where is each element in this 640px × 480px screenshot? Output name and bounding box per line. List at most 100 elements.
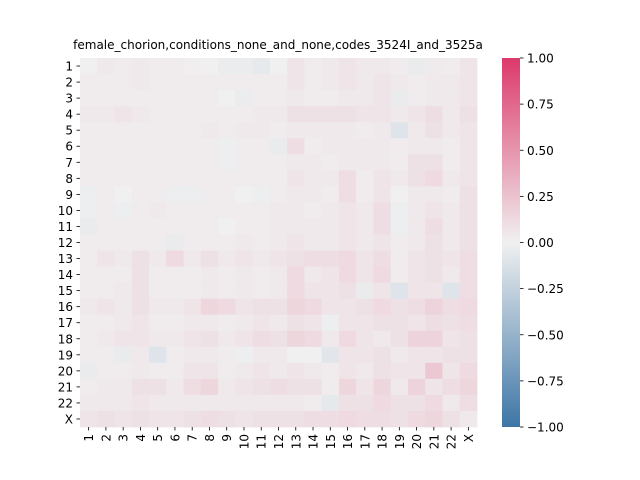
heatmap-cell-4-6 <box>166 106 184 123</box>
y-tick-label: 16 <box>58 300 73 314</box>
heatmap-cell-1-4 <box>131 58 150 75</box>
heatmap-cell-5-10 <box>235 122 254 139</box>
heatmap-cell-15-3 <box>114 282 133 300</box>
y-tick-label: 17 <box>58 316 73 330</box>
heatmap-cell-4-8 <box>200 106 219 123</box>
heatmap-cell-14-5 <box>149 266 167 284</box>
heatmap-cell-13-5 <box>149 250 167 267</box>
heatmap-cell-14-12 <box>269 266 288 284</box>
heatmap-cell-6-12 <box>269 138 288 155</box>
heatmap-cell-4-4 <box>131 106 150 123</box>
heatmap-cell-7-22 <box>442 154 461 171</box>
heatmap-cell-7-21 <box>425 154 443 171</box>
heatmap-cell-19-16 <box>338 346 357 364</box>
heatmap-cell-6-21 <box>425 138 443 155</box>
heatmap-cell-14-17 <box>356 266 374 284</box>
heatmap-cell-15-11 <box>252 282 271 300</box>
heatmap-cell-22-2 <box>97 394 115 412</box>
heatmap-cell-21-1 <box>80 378 98 396</box>
heatmap-cell-17-12 <box>269 314 288 332</box>
heatmap-cell-18-8 <box>200 330 219 348</box>
heatmap-cell-12-10 <box>235 234 254 251</box>
heatmap-cell-13-9 <box>218 250 236 267</box>
heatmap-cell-3-3 <box>114 90 133 107</box>
y-tick-label: 3 <box>65 92 73 106</box>
heatmap-cell-14-18 <box>373 266 392 284</box>
heatmap-cell-1-6 <box>166 58 184 75</box>
heatmap-cell-4-14 <box>304 106 323 123</box>
heatmap-cell-7-2 <box>97 154 115 171</box>
heatmap-cell-14-13 <box>287 266 305 284</box>
heatmap-cell-5-9 <box>218 122 236 139</box>
heatmap-cell-2-1 <box>80 74 98 91</box>
heatmap-cell-18-11 <box>252 330 271 348</box>
heatmap-cell-16-13 <box>287 298 305 316</box>
heatmap-cell-6-16 <box>338 138 357 155</box>
heatmap-cell-8-5 <box>149 170 167 187</box>
x-tick-label: 15 <box>324 434 338 449</box>
heatmap-cell-14-1 <box>80 266 98 284</box>
heatmap-cell-15-13 <box>287 282 305 300</box>
heatmap-cell-7-1 <box>80 154 98 171</box>
y-tick-label: 2 <box>65 76 73 90</box>
heatmap-cell-X-2 <box>97 410 115 428</box>
heatmap-cell-11-16 <box>338 218 357 235</box>
y-tick-label: 11 <box>58 220 73 234</box>
x-tick-label: 10 <box>237 434 251 449</box>
heatmap-cell-12-22 <box>442 234 461 251</box>
heatmap-cell-15-10 <box>235 282 254 300</box>
heatmap-cell-13-3 <box>114 250 133 267</box>
heatmap-cell-22-20 <box>407 394 426 412</box>
heatmap-cell-4-18 <box>373 106 392 123</box>
heatmap-cell-4-10 <box>235 106 254 123</box>
heatmap-cell-5-8 <box>200 122 219 139</box>
heatmap-cell-22-10 <box>235 394 254 412</box>
heatmap-cell-20-12 <box>269 362 288 380</box>
heatmap-cell-13-4 <box>131 250 150 267</box>
heatmap-cell-21-6 <box>166 378 184 396</box>
heatmap-cell-4-19 <box>390 106 409 123</box>
heatmap-cell-X-18 <box>373 410 392 428</box>
heatmap-cell-6-3 <box>114 138 133 155</box>
heatmap-cell-17-21 <box>425 314 443 332</box>
heatmap-cell-18-17 <box>356 330 374 348</box>
heatmap-cell-16-4 <box>131 298 150 316</box>
heatmap-cell-20-17 <box>356 362 374 380</box>
heatmap-cell-10-22 <box>442 202 461 219</box>
heatmap-cell-12-20 <box>407 234 426 251</box>
x-tick-label: 3 <box>117 434 131 442</box>
heatmap-cell-8-11 <box>252 170 271 187</box>
heatmap-cell-16-16 <box>338 298 357 316</box>
heatmap-cell-21-17 <box>356 378 374 396</box>
x-tick-label: 16 <box>341 434 355 449</box>
heatmap-cell-12-18 <box>373 234 392 251</box>
heatmap-cell-20-16 <box>338 362 357 380</box>
heatmap-cell-22-19 <box>390 394 409 412</box>
heatmap-cell-10-8 <box>200 202 219 219</box>
heatmap-cell-9-15 <box>321 186 340 203</box>
heatmap-cell-13-10 <box>235 250 254 267</box>
heatmap-cell-2-3 <box>114 74 133 91</box>
x-tick-label: 22 <box>445 434 459 449</box>
heatmap-cell-10-15 <box>321 202 340 219</box>
heatmap-cell-5-4 <box>131 122 150 139</box>
heatmap-cell-11-6 <box>166 218 184 235</box>
heatmap-cell-22-17 <box>356 394 374 412</box>
heatmap-cell-16-8 <box>200 298 219 316</box>
heatmap-cell-17-15 <box>321 314 340 332</box>
heatmap-cell-18-20 <box>407 330 426 348</box>
heatmap-cell-X-3 <box>114 410 133 428</box>
heatmap-cell-17-5 <box>149 314 167 332</box>
y-tick-label: 18 <box>58 332 73 346</box>
heatmap-cell-4-5 <box>149 106 167 123</box>
heatmap-cell-6-6 <box>166 138 184 155</box>
heatmap-cell-9-X <box>459 186 478 203</box>
heatmap-cell-8-19 <box>390 170 409 187</box>
heatmap-cell-1-2 <box>97 58 115 75</box>
heatmap-cell-15-19 <box>390 282 409 300</box>
heatmap-cell-20-10 <box>235 362 254 380</box>
heatmap-cell-20-3 <box>114 362 133 380</box>
heatmap-cell-6-X <box>459 138 478 155</box>
heatmap-cell-21-7 <box>183 378 202 396</box>
heatmap-cell-X-7 <box>183 410 202 428</box>
